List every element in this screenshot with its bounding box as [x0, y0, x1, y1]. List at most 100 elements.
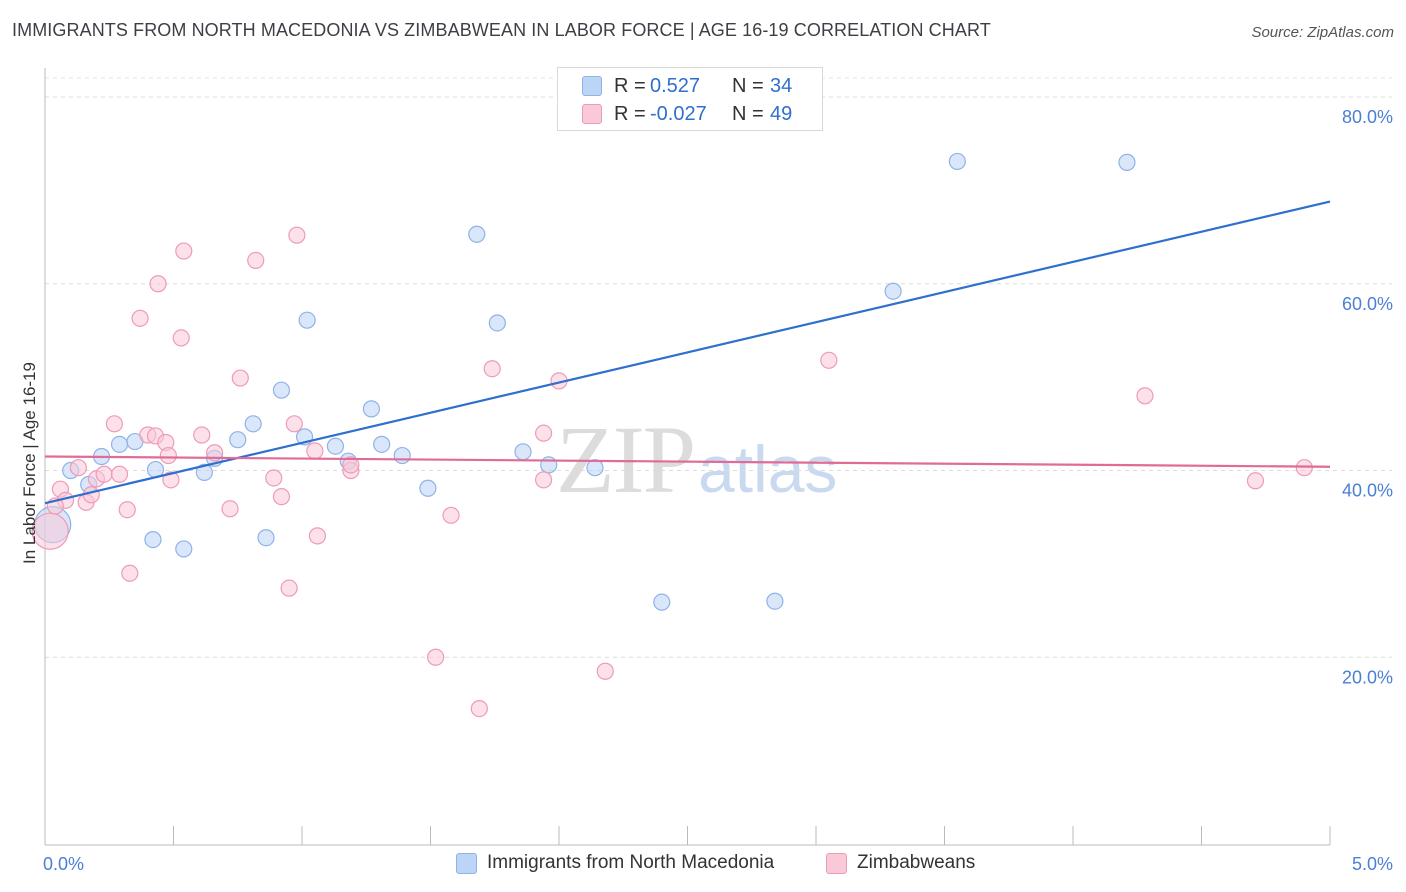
point-macedonia [586, 459, 604, 477]
point-macedonia [229, 431, 247, 449]
point-zimbabwe [31, 512, 69, 550]
legend-swatch-zimbabwe [826, 852, 847, 874]
point-zimbabwe [149, 275, 167, 293]
point-zimbabwe [483, 360, 501, 378]
point-macedonia [195, 463, 213, 481]
point-macedonia [326, 437, 345, 455]
point-zimbabwe [172, 329, 190, 347]
point-zimbabwe [131, 309, 149, 327]
point-zimbabwe [272, 488, 291, 506]
point-macedonia [110, 435, 129, 453]
point-macedonia [540, 456, 558, 474]
grid-lines [45, 77, 1392, 658]
point-zimbabwe [82, 486, 100, 504]
point-macedonia [948, 152, 966, 171]
point-macedonia [1118, 153, 1136, 171]
point-macedonia [766, 592, 784, 610]
point-zimbabwe [265, 469, 283, 487]
legend-item-macedonia: Immigrants from North Macedonia [456, 852, 774, 874]
point-macedonia [373, 435, 391, 453]
point-macedonia [257, 529, 275, 547]
x-tick-label: 5.0% [1352, 854, 1393, 874]
point-zimbabwe [596, 662, 614, 680]
legend-swatch-macedonia [582, 76, 602, 96]
point-macedonia [144, 530, 162, 549]
point-macedonia [362, 400, 380, 418]
legend-n-label: N = [732, 102, 764, 125]
y-axis-label: In Labor Force | Age 16-19 [20, 362, 39, 564]
chart-title: IMMIGRANTS FROM NORTH MACEDONIA VS ZIMBA… [12, 20, 991, 40]
point-zimbabwe [342, 456, 360, 474]
point-macedonia [244, 415, 262, 433]
legend-r-label: R = [614, 102, 646, 125]
point-zimbabwe [175, 242, 193, 260]
legend-item-zimbabwe: Zimbabweans [826, 852, 975, 874]
point-zimbabwe [121, 564, 139, 582]
data-points [31, 152, 1313, 718]
correlation-legend: R = 0.527 N = 34 R = -0.027 N = 49 [557, 67, 823, 131]
point-macedonia [298, 311, 316, 329]
y-tick-label: 20.0% [1342, 667, 1393, 687]
watermark-atlas: atlas [698, 432, 838, 506]
point-zimbabwe [1246, 472, 1265, 490]
point-zimbabwe [534, 471, 553, 489]
point-zimbabwe [69, 459, 88, 477]
tick-labels: 20.0% 40.0% 60.0% 80.0% 0.0% 5.0% [43, 107, 1393, 874]
point-zimbabwe [231, 369, 249, 387]
point-macedonia [653, 593, 671, 611]
trend-lines [44, 200, 1331, 505]
watermark: ZIPatlas [556, 404, 837, 515]
legend-r-label: R = [614, 74, 646, 97]
point-macedonia [393, 446, 411, 465]
legend-n-label: N = [732, 74, 764, 97]
point-zimbabwe [285, 415, 303, 433]
point-zimbabwe [105, 415, 123, 433]
point-zimbabwe [118, 501, 136, 519]
y-tick-label: 40.0% [1342, 481, 1393, 501]
legend-swatch-macedonia [456, 852, 477, 874]
source-label: Source: ZipAtlas.com [1251, 24, 1394, 41]
point-zimbabwe [308, 527, 327, 545]
legend-row-macedonia: R = 0.527 N = 34 [558, 72, 792, 100]
legend-n-value: 49 [770, 102, 793, 125]
point-zimbabwe [1136, 387, 1154, 405]
axes [44, 68, 1331, 846]
point-zimbabwe [534, 424, 553, 442]
point-zimbabwe [247, 251, 265, 270]
legend-row-zimbabwe: R = -0.027 N = 49 [558, 100, 792, 128]
series-legend: Immigrants from North Macedonia Zimbabwe… [0, 852, 1406, 876]
trend-line-zimbabwe [44, 455, 1331, 468]
point-zimbabwe [95, 465, 113, 483]
point-zimbabwe [159, 446, 177, 465]
y-tick-label: 80.0% [1342, 107, 1393, 127]
point-zimbabwe [288, 226, 306, 244]
point-zimbabwe [442, 506, 460, 524]
point-zimbabwe [193, 426, 211, 444]
trend-line-macedonia [44, 200, 1331, 505]
watermark-zip: ZIP [556, 406, 696, 513]
point-zimbabwe [221, 500, 239, 518]
legend-label-macedonia: Immigrants from North Macedonia [487, 852, 775, 873]
legend-r-value: -0.027 [650, 102, 707, 125]
point-zimbabwe [470, 700, 488, 718]
y-tick-label: 60.0% [1342, 294, 1393, 314]
point-macedonia [175, 540, 193, 558]
x-tick-label: 0.0% [43, 854, 84, 874]
legend-r-value: 0.527 [650, 74, 701, 97]
point-zimbabwe [306, 442, 324, 460]
point-macedonia [272, 381, 291, 399]
point-macedonia [884, 282, 902, 300]
point-zimbabwe [427, 648, 445, 666]
legend-label-zimbabwe: Zimbabweans [857, 852, 976, 873]
point-macedonia [514, 443, 532, 461]
point-zimbabwe [820, 351, 838, 369]
legend-swatch-zimbabwe [582, 104, 602, 124]
point-macedonia [419, 479, 437, 497]
point-macedonia [468, 225, 486, 243]
point-zimbabwe [162, 471, 180, 489]
point-zimbabwe [110, 465, 129, 483]
legend-n-value: 34 [770, 74, 793, 97]
point-macedonia [488, 314, 506, 332]
point-zimbabwe [280, 579, 298, 597]
